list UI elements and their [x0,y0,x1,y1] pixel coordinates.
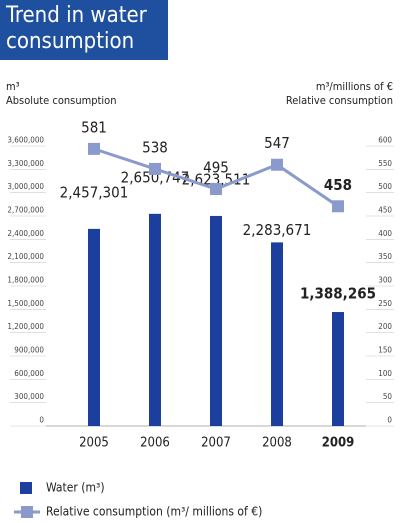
y-tick-label: 0 [39,416,44,425]
y-tick-label: 3,600,000 [7,136,44,145]
line-marker [149,162,161,175]
x-tick-label: 2007 [201,436,231,451]
bar [332,312,344,426]
chart-title: Trend in water consumption [5,3,148,54]
y-tick-label: 900,000 [14,346,44,355]
y-tick-label: 2,400,000 [7,229,44,238]
y-unit: m³ [6,80,20,93]
line-marker [332,200,344,213]
y2-tick-label: 50 [383,392,393,401]
line-value-label: 458 [324,176,352,194]
y-tick-label: 1,800,000 [7,276,44,285]
y2-tick-label: 550 [378,159,392,168]
y-tick-label: 2,100,000 [7,252,44,261]
bar [210,215,222,426]
y2-tick-label: 150 [378,346,392,355]
line-marker [271,158,283,171]
y-tick-label: 3,000,000 [7,182,44,191]
y2-tick-label: 200 [378,322,392,331]
bar [271,242,283,426]
bar-value-label: 2,283,671 [243,221,312,239]
line-value-label: 538 [142,138,168,156]
line-value-label: 495 [203,159,229,177]
line-value-label: 547 [264,134,290,152]
x-tick-label: 2005 [79,436,109,451]
y-tick-label: 2,700,000 [7,206,44,215]
bar-value-label: 2,650,747 [121,168,190,186]
y-tick-label: 3,300,000 [7,159,44,168]
y2-tick-label: 250 [378,299,392,308]
x-tick-label: 2009 [322,436,355,451]
title-box [0,0,168,60]
y-tick-label: 1,200,000 [7,322,44,331]
y2-tick-label: 400 [378,229,392,238]
legend-label: Relative consumption (m³/ millions of €) [46,505,262,519]
bar [88,228,100,426]
y2-tick-label: 450 [378,206,392,215]
legend-swatch [20,482,32,494]
y-label: Absolute consumption [6,94,116,107]
y-tick-label: 600,000 [14,369,44,378]
y2-tick-label: 0 [387,416,392,425]
x-tick-label: 2008 [262,436,292,451]
line-marker [88,142,100,155]
y2-tick-label: 300 [378,276,392,285]
bar-value-label: 2,457,301 [60,183,129,201]
y2-tick-label: 500 [378,182,392,191]
y2-unit: m³/millions of € [316,80,393,93]
y2-label: Relative consumption [286,94,393,107]
line-marker [210,183,222,195]
y2-tick-label: 350 [378,252,392,261]
legend-label: Water (m³) [46,481,105,495]
bar [149,213,161,426]
legend-swatch [21,506,33,518]
x-tick-label: 2006 [140,436,170,451]
y-tick-label: 1,500,000 [7,299,44,308]
y2-tick-label: 600 [378,136,392,145]
y-tick-label: 300,000 [14,392,44,401]
y2-tick-label: 100 [378,369,392,378]
bar-value-label: 1,388,265 [300,285,376,303]
line-value-label: 581 [81,118,107,136]
